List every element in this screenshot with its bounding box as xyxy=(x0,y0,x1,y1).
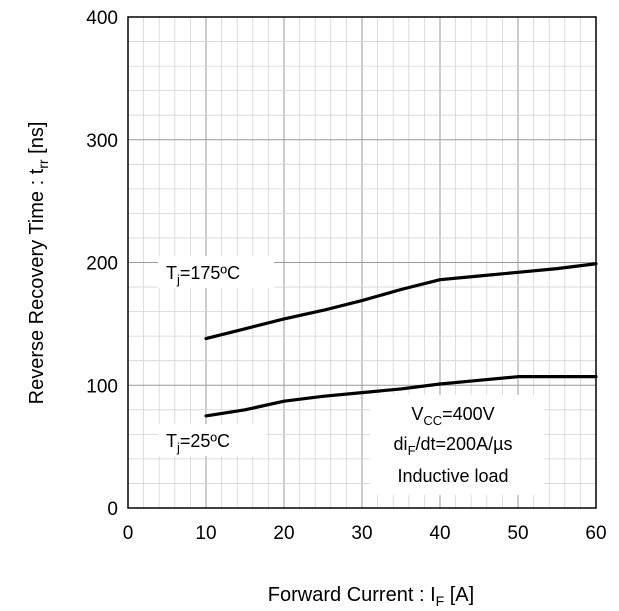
label-box xyxy=(158,424,266,456)
series-label-25c: Tj=25ºC xyxy=(166,431,230,455)
y-axis-label: Reverse Recovery Time : trr [ns] xyxy=(26,122,51,405)
series-lines xyxy=(204,262,598,418)
y-axis-ticks: 0 100 200 300 400 xyxy=(86,8,118,520)
series-line-0 xyxy=(204,262,598,341)
conditions-box xyxy=(370,395,544,495)
x-tick-label: 50 xyxy=(507,523,528,544)
x-tick-label: 60 xyxy=(585,523,606,544)
test-conditions: VCC=400V diF/dt=200A/µs Inductive load xyxy=(370,395,544,495)
series-label-175c: Tj=175ºC xyxy=(166,263,240,287)
y-tick-label: 400 xyxy=(86,8,118,29)
y-tick-label: 0 xyxy=(107,499,118,520)
label-box xyxy=(158,256,274,288)
x-tick-label: 0 xyxy=(123,523,134,544)
x-tick-label: 40 xyxy=(429,523,450,544)
x-axis-label: Forward Current : IF [A] xyxy=(268,584,474,609)
condition-line: Inductive load xyxy=(397,466,508,486)
x-tick-label: 10 xyxy=(195,523,216,544)
x-tick-label: 30 xyxy=(351,523,372,544)
series-labels: Tj=175ºC Tj=25ºC xyxy=(158,256,274,456)
y-tick-label: 200 xyxy=(86,254,118,275)
condition-line: diF/dt=200A/µs xyxy=(394,434,513,458)
x-axis-ticks: 0 10 20 30 40 50 60 xyxy=(123,523,607,544)
condition-line: VCC=400V xyxy=(411,404,494,428)
y-tick-label: 100 xyxy=(86,376,118,397)
series-line-1 xyxy=(204,375,598,418)
y-tick-label: 300 xyxy=(86,131,118,152)
x-tick-label: 20 xyxy=(273,523,294,544)
